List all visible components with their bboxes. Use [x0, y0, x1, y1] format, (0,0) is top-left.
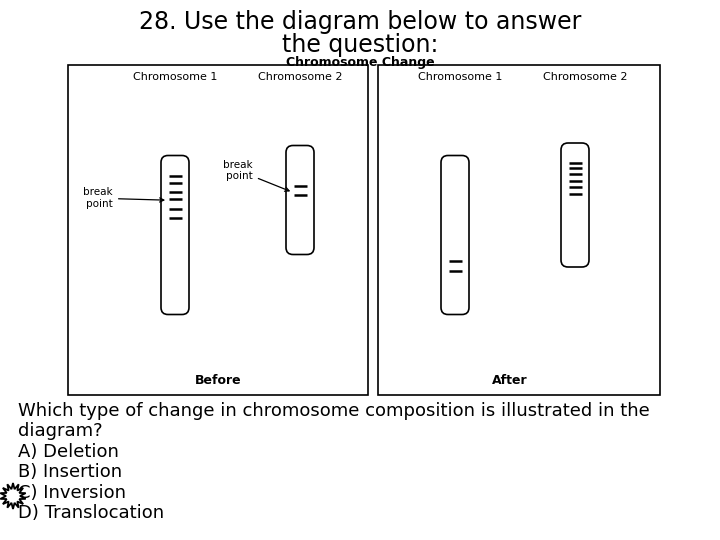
Text: B) Insertion: B) Insertion [18, 463, 122, 481]
FancyBboxPatch shape [161, 156, 189, 314]
FancyBboxPatch shape [286, 145, 314, 254]
Text: Before: Before [194, 374, 241, 387]
FancyBboxPatch shape [561, 143, 589, 267]
Text: Chromosome 1: Chromosome 1 [418, 72, 502, 82]
Text: Chromosome 1: Chromosome 1 [132, 72, 217, 82]
Polygon shape [0, 483, 26, 509]
Text: the question:: the question: [282, 33, 438, 57]
Text: A) Deletion: A) Deletion [18, 443, 119, 461]
Text: Chromosome 2: Chromosome 2 [258, 72, 342, 82]
FancyBboxPatch shape [441, 156, 469, 314]
Text: After: After [492, 374, 528, 387]
Text: D) Translocation: D) Translocation [18, 504, 164, 522]
Bar [68, 65, 368, 395]
Text: diagram?: diagram? [18, 422, 103, 440]
Bar [378, 65, 660, 395]
Text: break
point: break point [223, 160, 289, 191]
Text: break
point: break point [84, 187, 164, 209]
Text: Chromosome Change: Chromosome Change [286, 56, 434, 69]
Text: 28. Use the diagram below to answer: 28. Use the diagram below to answer [139, 10, 581, 34]
Text: Which type of change in chromosome composition is illustrated in the: Which type of change in chromosome compo… [18, 402, 649, 420]
Text: C) Inversion: C) Inversion [18, 484, 126, 502]
Text: Chromosome 2: Chromosome 2 [543, 72, 627, 82]
